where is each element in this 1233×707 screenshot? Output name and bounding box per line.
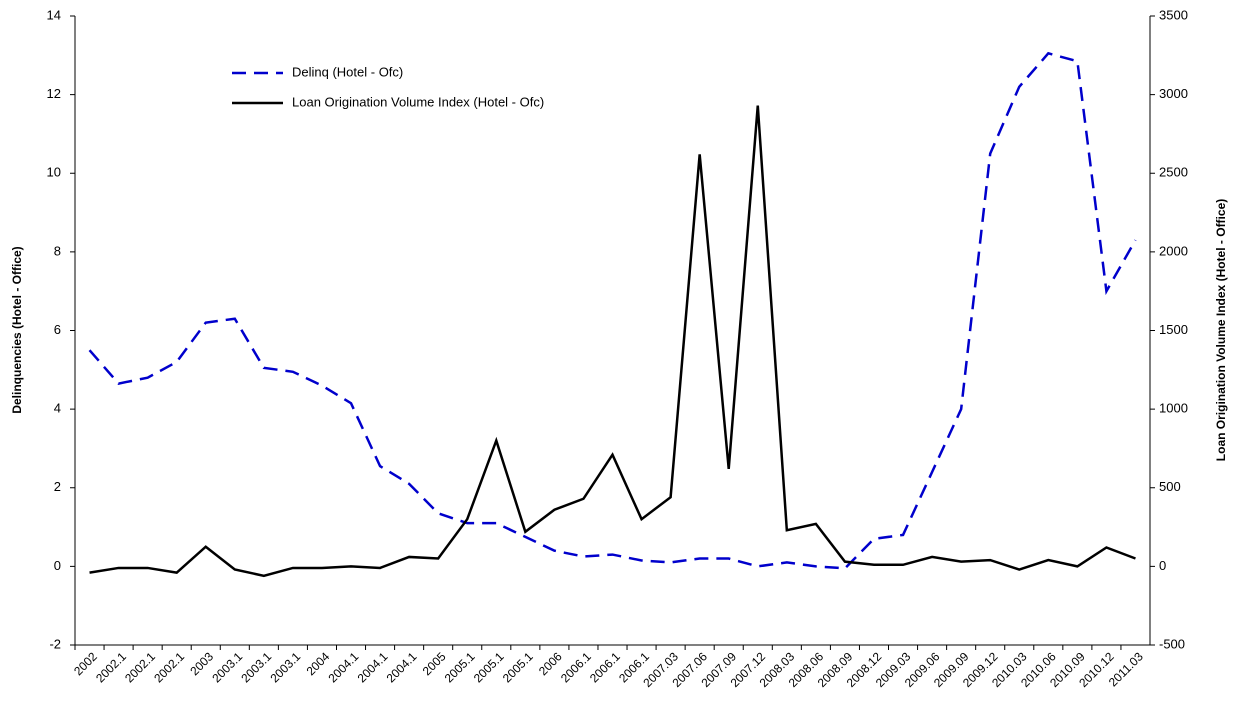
y-tick-label: -2 bbox=[49, 636, 61, 651]
y2-tick-label: 500 bbox=[1159, 479, 1181, 494]
y2-tick-label: 1000 bbox=[1159, 401, 1188, 416]
x-tick-label: 2002.1 bbox=[93, 649, 129, 685]
y2-tick-label: -500 bbox=[1159, 636, 1185, 651]
legend-label: Delinq (Hotel - Ofc) bbox=[292, 64, 403, 79]
x-tick-label: 2003.1 bbox=[209, 649, 245, 685]
x-tick-label: 2003.1 bbox=[267, 649, 303, 685]
x-tick-label: 2002.1 bbox=[151, 649, 187, 685]
series-line bbox=[88, 51, 1137, 570]
y2-tick-label: 2000 bbox=[1159, 243, 1188, 258]
x-tick-label: 2005.1 bbox=[500, 649, 536, 685]
y2-tick-label: 0 bbox=[1159, 558, 1166, 573]
y-tick-label: 4 bbox=[54, 401, 61, 416]
y2-tick-label: 2500 bbox=[1159, 165, 1188, 180]
x-tick-label: 2003.1 bbox=[238, 649, 274, 685]
x-tick-label: 2005.1 bbox=[471, 649, 507, 685]
x-tick-label: 2006.1 bbox=[558, 649, 594, 685]
y-tick-label: 2 bbox=[54, 479, 61, 494]
y2-axis-title: Loan Origination Volume Index (Hotel - O… bbox=[1214, 199, 1228, 461]
x-tick-label: 2004.1 bbox=[326, 649, 362, 685]
y2-tick-label: 3500 bbox=[1159, 7, 1188, 22]
x-tick-label: 2004.1 bbox=[355, 649, 391, 685]
legend-label: Loan Origination Volume Index (Hotel - O… bbox=[292, 94, 544, 109]
y2-tick-label: 1500 bbox=[1159, 322, 1188, 337]
y-tick-label: 10 bbox=[47, 165, 61, 180]
x-tick-label: 2005.1 bbox=[442, 649, 478, 685]
y-tick-label: 6 bbox=[54, 322, 61, 337]
x-tick-label: 2006.1 bbox=[587, 649, 623, 685]
y-tick-label: 0 bbox=[54, 558, 61, 573]
y-tick-label: 12 bbox=[47, 86, 61, 101]
y-axis-title: Delinquencies (Hotel - Office) bbox=[10, 246, 24, 413]
x-tick-label: 2002.1 bbox=[122, 649, 158, 685]
y-tick-label: 8 bbox=[54, 243, 61, 258]
y2-tick-label: 3000 bbox=[1159, 86, 1188, 101]
x-tick-label: 2004.1 bbox=[384, 649, 420, 685]
series-line bbox=[89, 105, 1136, 578]
y-tick-label: 14 bbox=[47, 7, 61, 22]
